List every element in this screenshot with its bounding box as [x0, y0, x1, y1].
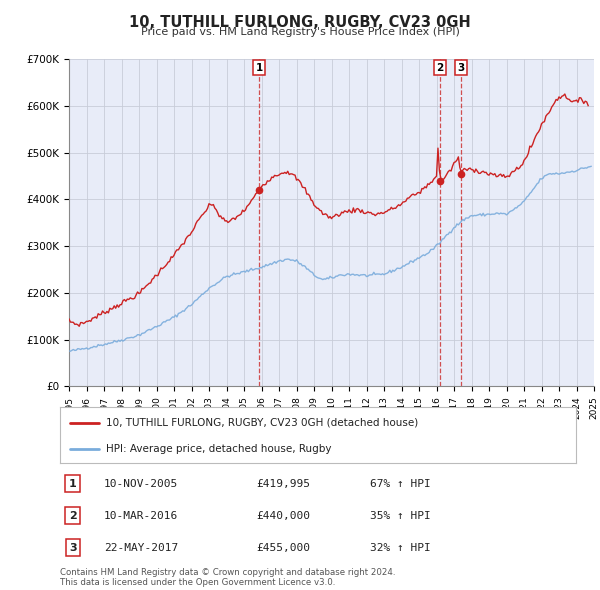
Text: 10, TUTHILL FURLONG, RUGBY, CV23 0GH (detached house): 10, TUTHILL FURLONG, RUGBY, CV23 0GH (de…	[106, 418, 419, 428]
Text: 2: 2	[436, 63, 443, 73]
Text: 32% ↑ HPI: 32% ↑ HPI	[370, 543, 430, 552]
Text: Price paid vs. HM Land Registry's House Price Index (HPI): Price paid vs. HM Land Registry's House …	[140, 27, 460, 37]
Text: £419,995: £419,995	[256, 479, 310, 489]
Text: 35% ↑ HPI: 35% ↑ HPI	[370, 511, 430, 520]
Text: 1: 1	[69, 479, 77, 489]
Text: 3: 3	[457, 63, 464, 73]
Text: Contains HM Land Registry data © Crown copyright and database right 2024.
This d: Contains HM Land Registry data © Crown c…	[60, 568, 395, 587]
Text: 67% ↑ HPI: 67% ↑ HPI	[370, 479, 430, 489]
Text: 10-MAR-2016: 10-MAR-2016	[104, 511, 178, 520]
Text: 3: 3	[69, 543, 77, 552]
Text: 10, TUTHILL FURLONG, RUGBY, CV23 0GH: 10, TUTHILL FURLONG, RUGBY, CV23 0GH	[129, 15, 471, 30]
Text: 10-NOV-2005: 10-NOV-2005	[104, 479, 178, 489]
Text: £455,000: £455,000	[256, 543, 310, 552]
Text: HPI: Average price, detached house, Rugby: HPI: Average price, detached house, Rugb…	[106, 444, 332, 454]
Text: 22-MAY-2017: 22-MAY-2017	[104, 543, 178, 552]
Text: 2: 2	[69, 511, 77, 520]
Text: 1: 1	[256, 63, 263, 73]
Text: £440,000: £440,000	[256, 511, 310, 520]
